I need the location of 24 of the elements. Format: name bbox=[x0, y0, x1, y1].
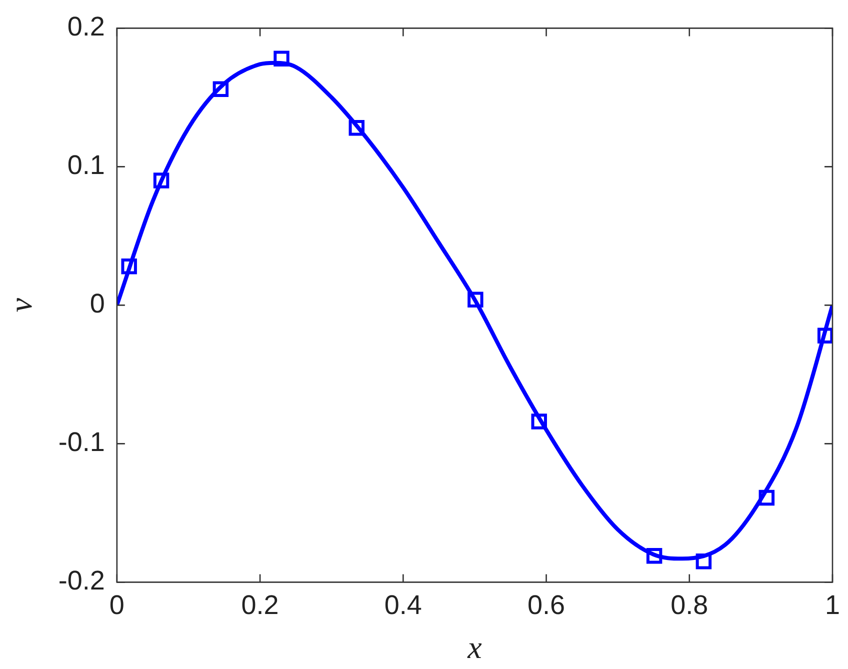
point bbox=[212, 81, 229, 98]
point bbox=[274, 50, 290, 67]
x-tick-label: 1 bbox=[824, 590, 840, 620]
x-tick-label: 0.8 bbox=[670, 590, 708, 620]
x-tick-label: 0 bbox=[109, 590, 124, 620]
y-tick-label: 0.2 bbox=[67, 12, 105, 42]
x-axis-title: x bbox=[466, 629, 482, 666]
x-tick-label: 0.2 bbox=[241, 590, 279, 620]
point bbox=[696, 554, 712, 570]
point bbox=[758, 490, 775, 506]
point bbox=[817, 328, 832, 344]
y-tick-label: -0.1 bbox=[58, 427, 105, 458]
x-tick-label: 0.6 bbox=[527, 590, 566, 620]
x-tick-label: 0.4 bbox=[384, 590, 422, 620]
y-tick-label: 0 bbox=[90, 288, 105, 319]
point bbox=[153, 172, 170, 188]
y-tick-label: 0.1 bbox=[67, 150, 105, 180]
y-axis-title: v bbox=[2, 297, 39, 312]
point bbox=[348, 120, 365, 136]
point bbox=[121, 258, 137, 274]
point bbox=[531, 414, 547, 430]
point bbox=[646, 548, 662, 564]
point bbox=[468, 292, 484, 308]
y-tick-label: -0.2 bbox=[58, 566, 105, 596]
